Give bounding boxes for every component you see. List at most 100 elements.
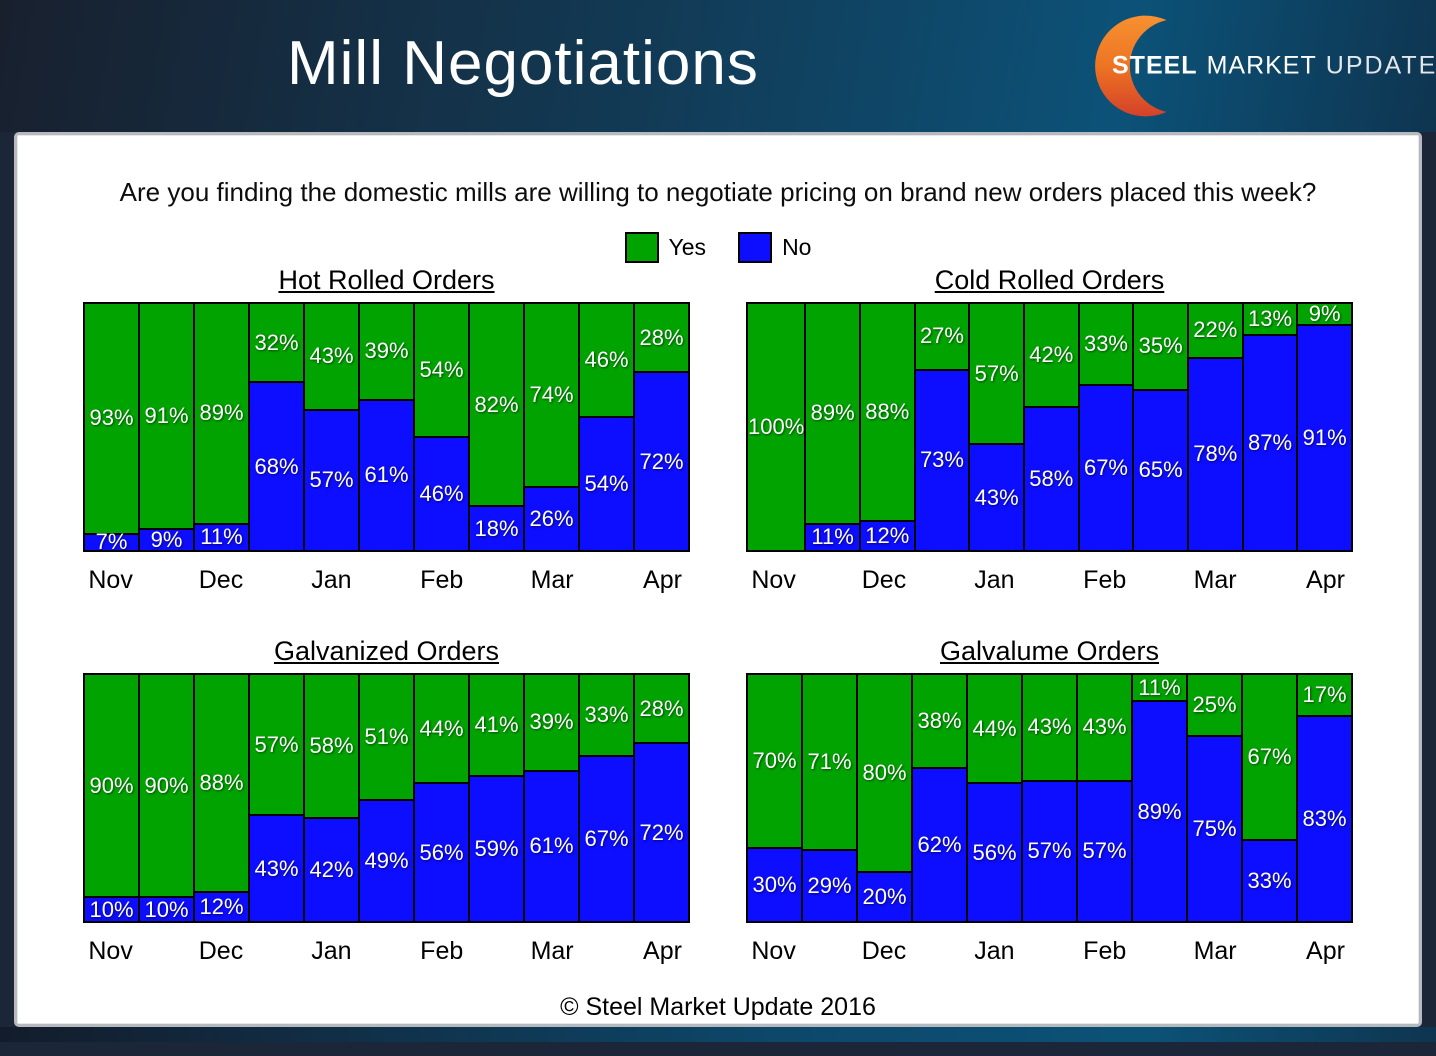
bar-value-label: 41% xyxy=(474,711,519,737)
bar-value-label: 58% xyxy=(1029,466,1074,492)
bar-segment-no: 43% xyxy=(249,815,304,922)
bar-segment-no: 73% xyxy=(914,369,970,551)
bar-value-label: 18% xyxy=(474,515,519,541)
bar-segment-yes: 28% xyxy=(634,674,689,744)
month-label xyxy=(580,566,635,596)
bar-value-label: 25% xyxy=(1192,692,1237,717)
bar-segment-yes: 39% xyxy=(524,674,579,771)
bar-value-label: 91% xyxy=(144,402,189,428)
chart-galvalume: Galvalume Orders 70% 30% 71% 29% 80% 20% 38% 62%… xyxy=(746,636,1353,967)
chart-title: Galvalume Orders xyxy=(939,636,1160,666)
bar-value-label: 72% xyxy=(639,819,684,845)
bar-segment-no: 10% xyxy=(139,897,194,922)
month-label: Feb xyxy=(420,937,464,965)
bar-value-label: 17% xyxy=(1302,682,1347,708)
stacked-bar: 11% 89% xyxy=(1132,674,1187,922)
bar-segment-yes: 27% xyxy=(914,303,970,370)
stacked-bar: 17% 83% xyxy=(1297,674,1352,922)
bar-segment-yes: 11% xyxy=(1132,674,1187,702)
month-label xyxy=(249,937,304,967)
bar-value-label: 43% xyxy=(974,484,1019,510)
bar-value-label: 22% xyxy=(1193,317,1238,343)
bar-value-label: 58% xyxy=(309,732,354,758)
bar-value-label: 61% xyxy=(364,462,409,488)
month-label xyxy=(469,566,524,596)
bar-value-label: 56% xyxy=(972,839,1017,865)
bar-value-label: 57% xyxy=(309,467,354,493)
plot-area: 90% 10% 90% 10% 88% 12% 57% 43% 58% 42% 51% 49% 44% 5… xyxy=(83,673,690,923)
month-label: Dec xyxy=(861,937,907,965)
chart-title: Hot Rolled Orders xyxy=(278,265,495,295)
bar-value-label: 57% xyxy=(974,360,1019,386)
stacked-bar: 44% 56% xyxy=(414,674,469,922)
bar-segment-no: 20% xyxy=(857,872,912,922)
month-label xyxy=(912,566,967,596)
legend-yes-label: Yes xyxy=(668,234,707,260)
legend-no-label: No xyxy=(782,234,812,260)
month-label xyxy=(1243,566,1298,596)
stacked-bar: 41% 59% xyxy=(469,674,524,922)
smu-logo-text: STEEL MARKET UPDATE xyxy=(1112,52,1436,81)
stacked-bar: 67% 33% xyxy=(1242,674,1297,922)
bar-value-label: 57% xyxy=(1082,838,1127,864)
bar-segment-yes: 25% xyxy=(1187,674,1242,736)
bar-value-label: 89% xyxy=(199,400,244,426)
stacked-bar: 39% 61% xyxy=(524,674,579,922)
month-label: Dec xyxy=(198,937,244,965)
bar-value-label: 43% xyxy=(254,855,299,881)
stacked-bar: 13% 87% xyxy=(1242,303,1298,551)
bar-segment-no: 57% xyxy=(304,409,359,551)
bar-segment-no: 30% xyxy=(747,847,802,922)
bar-value-label: 93% xyxy=(89,405,134,431)
month-label: Mar xyxy=(530,937,574,965)
smu-crescent-icon xyxy=(1094,10,1206,122)
stacked-bar: 82% 18% xyxy=(469,303,524,551)
bar-value-label: 30% xyxy=(752,871,797,897)
month-label xyxy=(249,566,304,596)
month-label xyxy=(469,937,524,967)
bar-value-label: 11% xyxy=(200,524,243,550)
stacked-bar: 54% 46% xyxy=(414,303,469,551)
bar-value-label: 12% xyxy=(865,523,910,549)
bar-value-label: 46% xyxy=(584,347,629,373)
bar-segment-no: 42% xyxy=(304,817,359,922)
logo-word-market: MARKET xyxy=(1206,51,1317,80)
bar-segment-yes: 42% xyxy=(1023,303,1079,408)
bar-segment-yes: 41% xyxy=(469,674,524,776)
bar-segment-yes: 58% xyxy=(304,674,359,818)
bar-segment-yes: 44% xyxy=(967,674,1022,784)
bar-segment-no: 57% xyxy=(1022,780,1077,922)
bar-segment-no: 67% xyxy=(579,755,634,922)
bar-segment-no: 9% xyxy=(139,528,194,551)
bar-segment-no: 43% xyxy=(969,444,1024,551)
bar-value-label: 56% xyxy=(419,839,464,865)
bar-value-label: 65% xyxy=(1138,457,1183,483)
month-label: Feb xyxy=(1083,937,1127,965)
bar-value-label: 44% xyxy=(972,715,1017,741)
bar-segment-no: 61% xyxy=(359,399,414,551)
bar-segment-yes: 57% xyxy=(969,303,1024,445)
bar-segment-yes: 51% xyxy=(359,674,414,801)
month-label: Dec xyxy=(198,566,244,594)
bar-value-label: 88% xyxy=(199,770,244,796)
stacked-bar: 57% 43% xyxy=(249,674,304,922)
bar-value-label: 90% xyxy=(89,772,134,798)
bar-segment-yes: 93% xyxy=(84,303,139,534)
bar-segment-no: 57% xyxy=(1077,780,1132,922)
stacked-bar: 100% xyxy=(747,303,806,551)
bar-segment-yes: 100% xyxy=(747,303,806,551)
month-labels: Nov Dec Jan Feb Mar Apr xyxy=(83,937,690,967)
plot-area: 70% 30% 71% 29% 80% 20% 38% 62% 44% 56% 43% 57% 43% 5… xyxy=(746,673,1353,923)
month-label xyxy=(359,937,414,967)
month-label xyxy=(1243,937,1298,967)
stacked-bar: 88% 12% xyxy=(859,303,915,551)
copyright-text: © Steel Market Update 2016 xyxy=(560,993,876,1021)
stacked-bar: 90% 10% xyxy=(84,674,139,922)
bar-segment-yes: 32% xyxy=(249,303,304,383)
bar-value-label: 33% xyxy=(584,701,629,727)
bar-segment-yes: 17% xyxy=(1297,674,1352,717)
stacked-bar: 27% 73% xyxy=(914,303,970,551)
bar-segment-no: 10% xyxy=(84,897,139,922)
bar-segment-yes: 35% xyxy=(1133,303,1188,390)
bar-value-label: 10% xyxy=(89,896,134,922)
